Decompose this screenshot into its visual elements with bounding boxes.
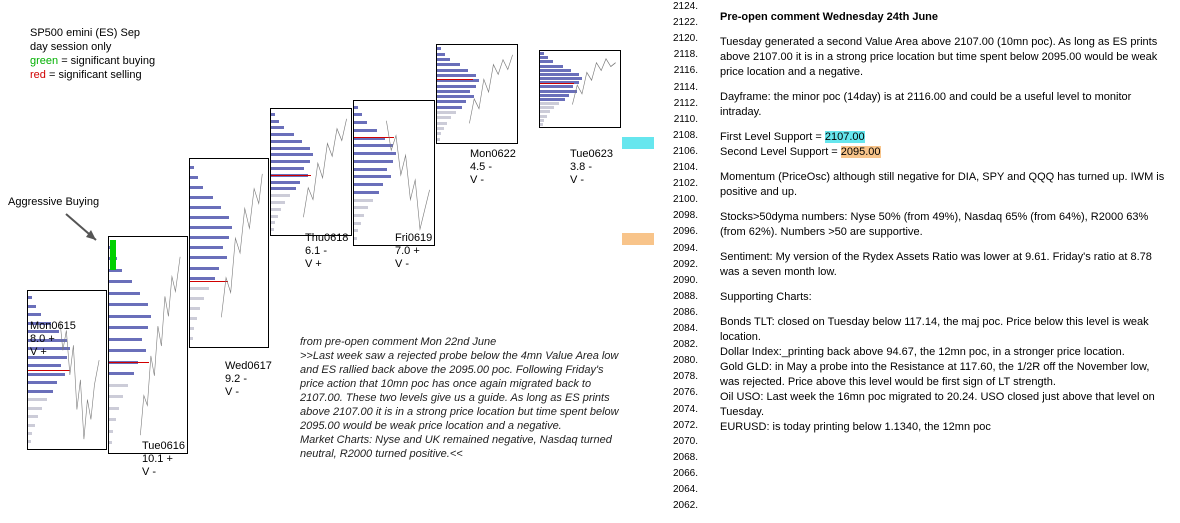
ruler-tick: 2108. (673, 131, 698, 141)
day-label-mon0615: Mon06158.0 +V + (30, 320, 76, 359)
ruler-tick: 2102. (673, 179, 698, 189)
price-path (570, 51, 618, 127)
ruler-tick: 2114. (674, 83, 698, 93)
ruler-tick: 2092. (673, 260, 698, 270)
day-label-thu0618: Thu06186.1 -V + (305, 232, 348, 271)
ruler-tick: 2110. (674, 115, 698, 125)
ruler-tick: 2098. (673, 211, 698, 221)
day-panel-tue0623 (539, 50, 621, 128)
legend-line4: red = significant selling (30, 68, 155, 82)
commentary-p5: Sentiment: My version of the Rydex Asset… (720, 250, 1170, 280)
ruler-tick: 2072. (673, 421, 698, 431)
ruler-tick: 2096. (673, 227, 698, 237)
ruler-tick: 2124. (673, 2, 698, 12)
day-label-fri0619: Fri06197.0 +V - (395, 232, 432, 271)
day-label-tue0616: Tue061610.1 +V - (142, 440, 185, 479)
chart-area: SP500 emini (ES) Sep day session only gr… (0, 0, 690, 523)
ruler-tick: 2122. (673, 18, 698, 28)
ruler-tick: 2062. (673, 501, 698, 511)
support2-value: 2095.00 (841, 146, 881, 158)
ruler-tick: 2078. (673, 372, 698, 382)
price-path (57, 291, 104, 449)
aggressive-buying-arrow-icon (62, 210, 102, 250)
legend-line2: day session only (30, 40, 155, 54)
commentary-p1: Tuesday generated a second Value Area ab… (720, 35, 1170, 80)
ruler-tick: 2106. (673, 147, 698, 157)
ruler-tick: 2086. (673, 308, 698, 318)
commentary-title: Pre-open comment Wednesday 24th June (720, 10, 1170, 25)
ruler-tick: 2082. (673, 340, 698, 350)
day-panel-thu0618 (270, 108, 352, 236)
ruler-tick: 2074. (673, 405, 698, 415)
commentary-p3: Momentum (PriceOsc) although still negat… (720, 170, 1170, 200)
ruler-tick: 2084. (673, 324, 698, 334)
support1-value: 2107.00 (825, 131, 865, 143)
ruler-tick: 2116. (674, 66, 698, 76)
legend-line3: green = significant buying (30, 54, 155, 68)
prior-open-comment: from pre-open comment Mon 22nd June>>Las… (300, 335, 630, 461)
ruler-tick: 2104. (673, 163, 698, 173)
ruler-tick: 2120. (673, 34, 698, 44)
ruler-tick: 2070. (673, 437, 698, 447)
ruler-tick: 2080. (673, 356, 698, 366)
ruler-tick: 2064. (673, 485, 698, 495)
ruler-tick: 2076. (673, 388, 698, 398)
poc-line (540, 83, 574, 84)
price-path (467, 45, 515, 143)
price-path (301, 109, 349, 235)
support-levels: First Level Support = 2107.00 Second Lev… (720, 130, 1170, 160)
ruler-highlight (622, 137, 654, 149)
legend-red-swatch: red (30, 69, 46, 81)
commentary-p4: Stocks>50dyma numbers: Nyse 50% (from 49… (720, 210, 1170, 240)
price-path (384, 101, 432, 245)
day-panel-wed0617 (189, 158, 269, 348)
ruler-tick: 2066. (673, 469, 698, 479)
price-path (219, 159, 266, 347)
commentary-p7: Bonds TLT: closed on Tuesday below 117.1… (720, 315, 1170, 435)
ruler-tick: 2112. (674, 99, 698, 109)
aggressive-buying-label: Aggressive Buying (8, 196, 99, 208)
day-panel-fri0619 (353, 100, 435, 246)
ruler-highlight (622, 233, 654, 245)
day-label-mon0622: Mon06224.5 -V - (470, 148, 516, 187)
commentary-panel: Pre-open comment Wednesday 24th June Tue… (720, 10, 1170, 445)
price-ruler: 2124. 2122. 2120. 2118. 2116. 2114. 2112. 2110.… (654, 0, 702, 523)
ruler-tick: 2068. (673, 453, 698, 463)
ruler-tick: 2094. (673, 244, 698, 254)
day-panel-tue0616 (108, 236, 188, 454)
commentary-p2: Dayframe: the minor poc (14day) is at 21… (720, 90, 1170, 120)
ruler-tick: 2100. (673, 195, 698, 205)
legend-box: SP500 emini (ES) Sep day session only gr… (30, 26, 155, 82)
commentary-p6: Supporting Charts: (720, 290, 1170, 305)
aggressive-buying-marker (110, 240, 116, 270)
ruler-tick: 2090. (673, 276, 698, 286)
price-path (138, 237, 185, 453)
ruler-tick: 2118. (674, 50, 698, 60)
day-label-wed0617: Wed06179.2 -V - (225, 360, 272, 399)
day-panel-mon0615 (27, 290, 107, 450)
day-label-tue0623: Tue06233.8 -V - (570, 148, 613, 187)
ruler-tick: 2088. (673, 292, 698, 302)
day-panel-mon0622 (436, 44, 518, 144)
legend-line1: SP500 emini (ES) Sep (30, 26, 155, 40)
legend-green-swatch: green (30, 55, 58, 67)
